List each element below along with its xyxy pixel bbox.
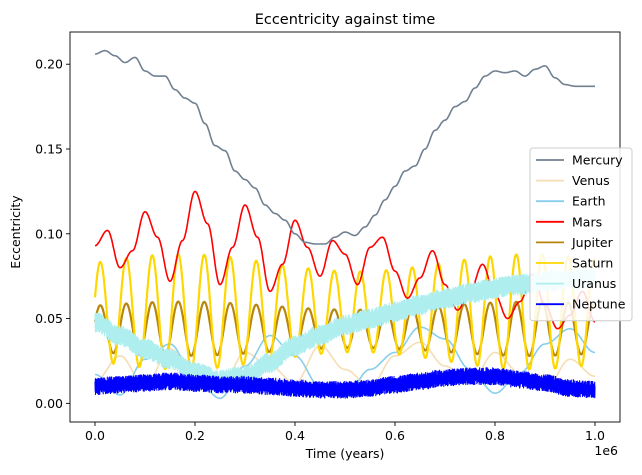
y-tick-label: 0.10 <box>35 226 63 241</box>
legend-label-neptune: Neptune <box>572 297 626 312</box>
y-tick-label: 0.20 <box>35 57 63 72</box>
y-tick-label: 0.00 <box>35 396 63 411</box>
series-line-uranus <box>94 267 596 390</box>
legend-label-saturn: Saturn <box>572 256 613 271</box>
legend-label-uranus: Uranus <box>572 276 616 291</box>
x-tick-label: 0.4 <box>285 428 305 443</box>
series-line-neptune <box>94 367 596 399</box>
axes: 0.0 0.2 0.4 0.6 0.8 1.0 0.00 0.05 0.10 0.15 0.20 <box>35 31 621 443</box>
legend-label-venus: Venus <box>572 173 610 188</box>
y-tick-label: 0.05 <box>35 311 63 326</box>
x-axis-label: Time (years) <box>305 446 385 461</box>
legend-label-earth: Earth <box>572 194 606 209</box>
series-line-mars <box>94 190 596 330</box>
plot-area <box>93 49 596 400</box>
y-tick-label: 0.15 <box>35 142 63 157</box>
x-tick-label: 0.2 <box>185 428 205 443</box>
legend-label-mercury: Mercury <box>572 153 623 168</box>
x-tick-label: 1.0 <box>585 428 605 443</box>
series-line-mercury <box>95 49 595 245</box>
chart-title: Eccentricity against time <box>255 12 436 28</box>
legend-box <box>529 147 633 322</box>
legend-label-mars: Mars <box>572 214 602 229</box>
x-tick-label: 0.0 <box>85 428 105 443</box>
legend-label-jupiter: Jupiter <box>571 235 614 250</box>
x-tick-label: 0.8 <box>485 428 505 443</box>
x-axis-offset-label: 1e6 <box>594 443 618 458</box>
x-tick-label: 0.6 <box>385 428 405 443</box>
legend: Mercury Venus Earth Mars Jupiter Saturn Uranus… <box>529 147 633 322</box>
y-axis-label: Eccentricity <box>8 195 23 269</box>
